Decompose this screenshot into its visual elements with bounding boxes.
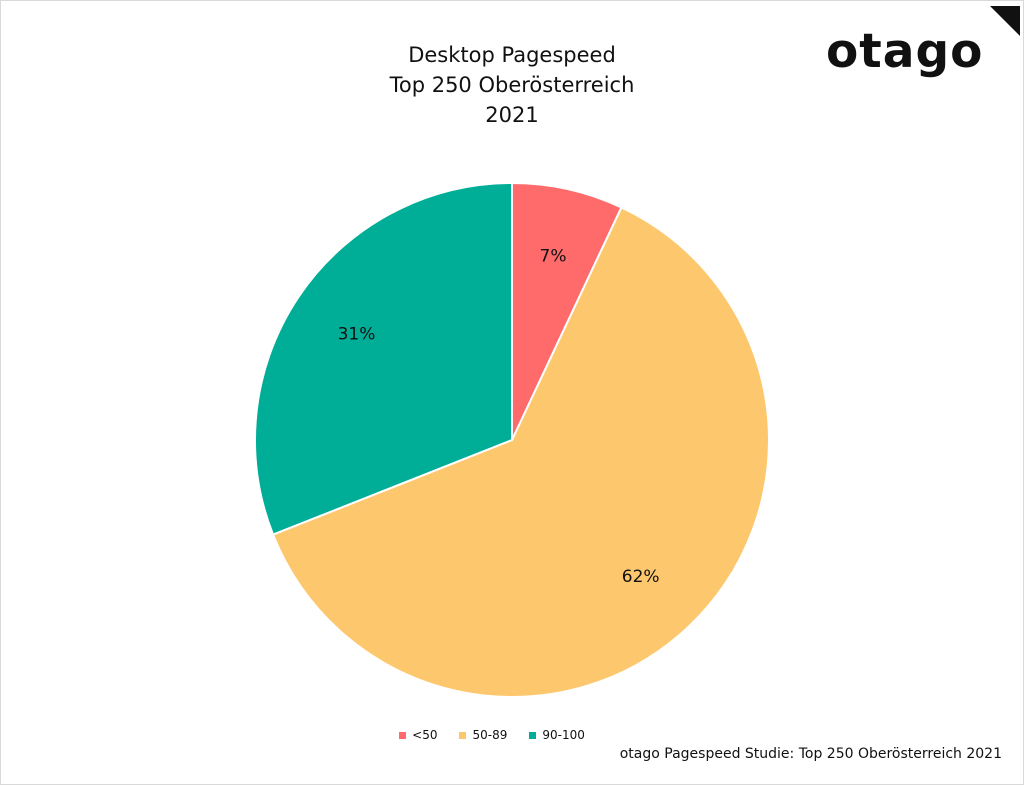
legend-swatch-lt50 xyxy=(399,731,407,739)
pie-slice-90-100 xyxy=(254,181,513,536)
legend-label-lt50: <50 xyxy=(412,728,438,742)
legend-item-50-89: 50-89 xyxy=(459,728,507,742)
chart-title-line-3: 2021 xyxy=(485,103,539,127)
legend-label-90-100: 90-100 xyxy=(542,728,585,742)
pie-slice-lt50 xyxy=(511,181,623,441)
legend-item-90-100: 90-100 xyxy=(529,728,585,742)
data-label-lt50: 7% xyxy=(540,247,567,267)
data-label-90-100: 31% xyxy=(338,324,376,344)
logo-corner-icon xyxy=(990,6,1020,36)
legend-label-50-89: 50-89 xyxy=(472,728,508,742)
chart-title-line-2: Top 250 Oberösterreich xyxy=(389,73,635,97)
chart-title-line-1: Desktop Pagespeed xyxy=(408,43,616,67)
logo-text: otago xyxy=(826,24,984,79)
otago-logo: otago xyxy=(826,6,1020,79)
legend-swatch-50-89 xyxy=(459,731,467,739)
legend-swatch-90-100 xyxy=(529,731,537,739)
chart-title: Desktop Pagespeed Top 250 Oberösterreich… xyxy=(312,40,712,130)
legend-item-lt50: <50 xyxy=(399,728,437,742)
pie-slice-50-89 xyxy=(271,206,770,698)
source-note: otago Pagespeed Studie: Top 250 Oberöste… xyxy=(619,746,1002,762)
legend: <50 50-89 90-100 xyxy=(0,728,1024,742)
data-label-50-89: 62% xyxy=(622,567,660,587)
